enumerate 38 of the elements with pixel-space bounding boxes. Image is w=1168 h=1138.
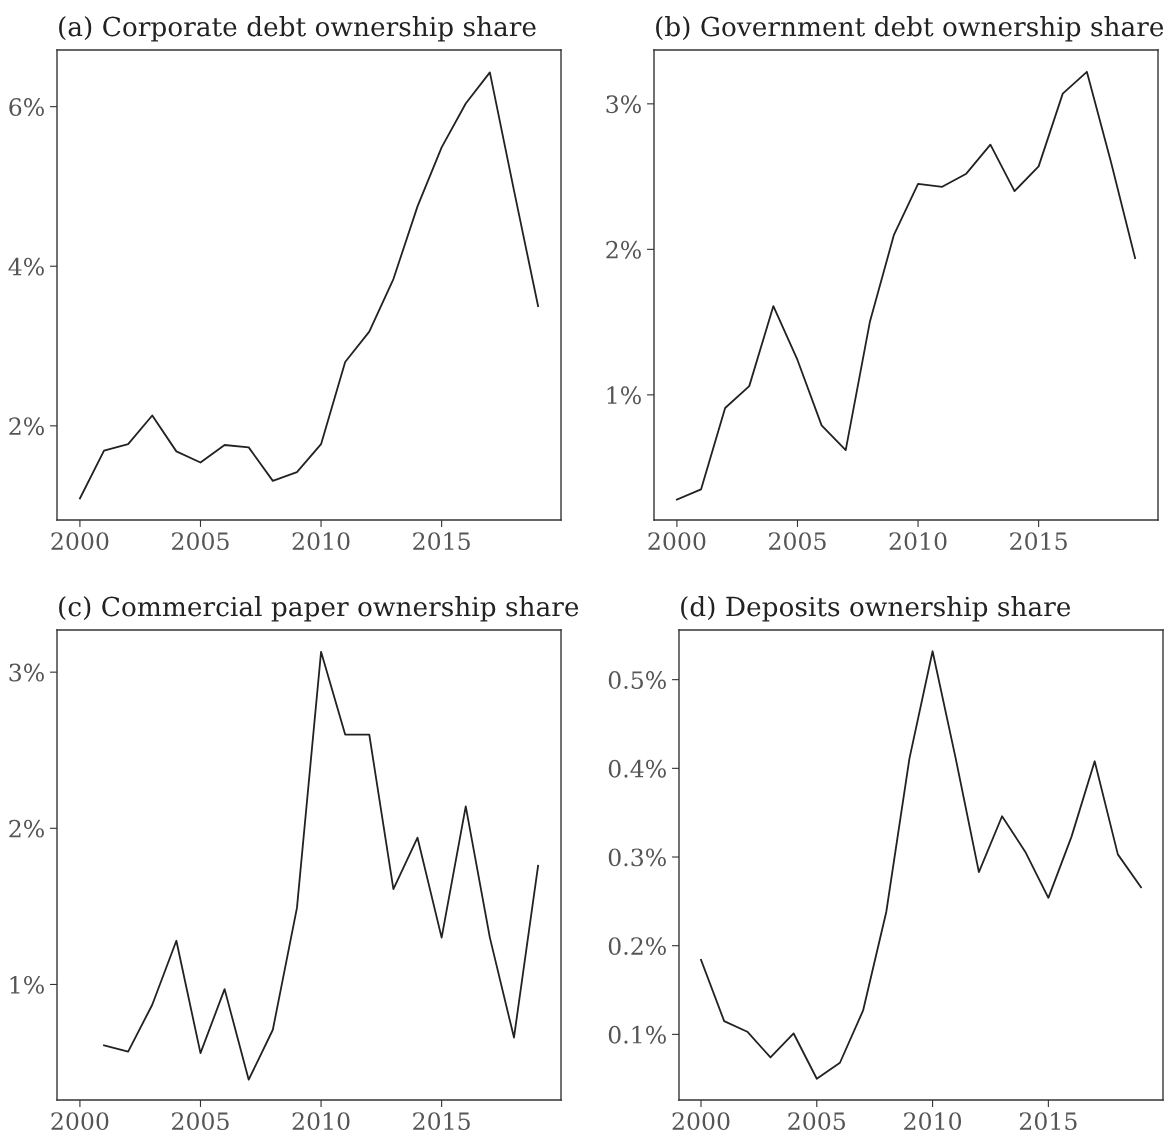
y-tick-label: 3% xyxy=(9,663,44,682)
y-tick-label: 0.5% xyxy=(608,671,666,689)
y-tick-label: 2% xyxy=(606,240,641,259)
y-tick-label: 0.3% xyxy=(608,848,666,867)
x-tick-label: 2015 xyxy=(1010,532,1067,551)
chart-title: (c) Commercial paper ownership share xyxy=(59,596,579,622)
y-tick-label: 2% xyxy=(9,819,44,838)
line-series xyxy=(103,650,539,1081)
y-tick-label: 4% xyxy=(8,257,44,276)
x-tick-label: 2010 xyxy=(292,532,350,551)
x-tick-label: 2015 xyxy=(1019,1112,1077,1131)
x-tick-label: 2005 xyxy=(172,1112,229,1131)
y-tick-label: 0.1% xyxy=(608,1025,666,1044)
line-series xyxy=(676,70,1136,501)
x-tick-label: 2000 xyxy=(51,1112,109,1131)
x-tick-label: 2005 xyxy=(769,532,826,551)
x-tick-label: 2010 xyxy=(292,1112,350,1131)
chart-title: (b) Government debt ownership share xyxy=(656,16,1164,42)
y-tick-label: 2% xyxy=(9,417,44,436)
x-tick-label: 2000 xyxy=(51,532,109,551)
y-tick-label: 0.2% xyxy=(608,937,666,955)
x-tick-label: 2000 xyxy=(672,1112,730,1131)
x-tick-label: 2015 xyxy=(413,1112,470,1131)
x-tick-label: 2015 xyxy=(413,532,470,551)
y-tick-label: 3% xyxy=(606,95,641,114)
x-tick-label: 2005 xyxy=(788,1112,846,1131)
x-tick-label: 2010 xyxy=(904,1112,962,1131)
y-tick-label: 1% xyxy=(607,386,641,405)
x-tick-label: 2000 xyxy=(648,532,706,551)
line-series xyxy=(79,71,539,500)
chart-title: (d) Deposits ownership share xyxy=(681,596,1071,622)
x-tick-label: 2005 xyxy=(172,532,229,551)
y-tick-label: 6% xyxy=(9,98,44,116)
x-tick-label: 2010 xyxy=(889,532,947,551)
y-tick-label: 0.4% xyxy=(608,759,666,778)
y-tick-label: 1% xyxy=(10,975,44,994)
chart-title: (a) Corporate debt ownership share xyxy=(59,16,536,42)
line-series xyxy=(700,650,1142,1080)
